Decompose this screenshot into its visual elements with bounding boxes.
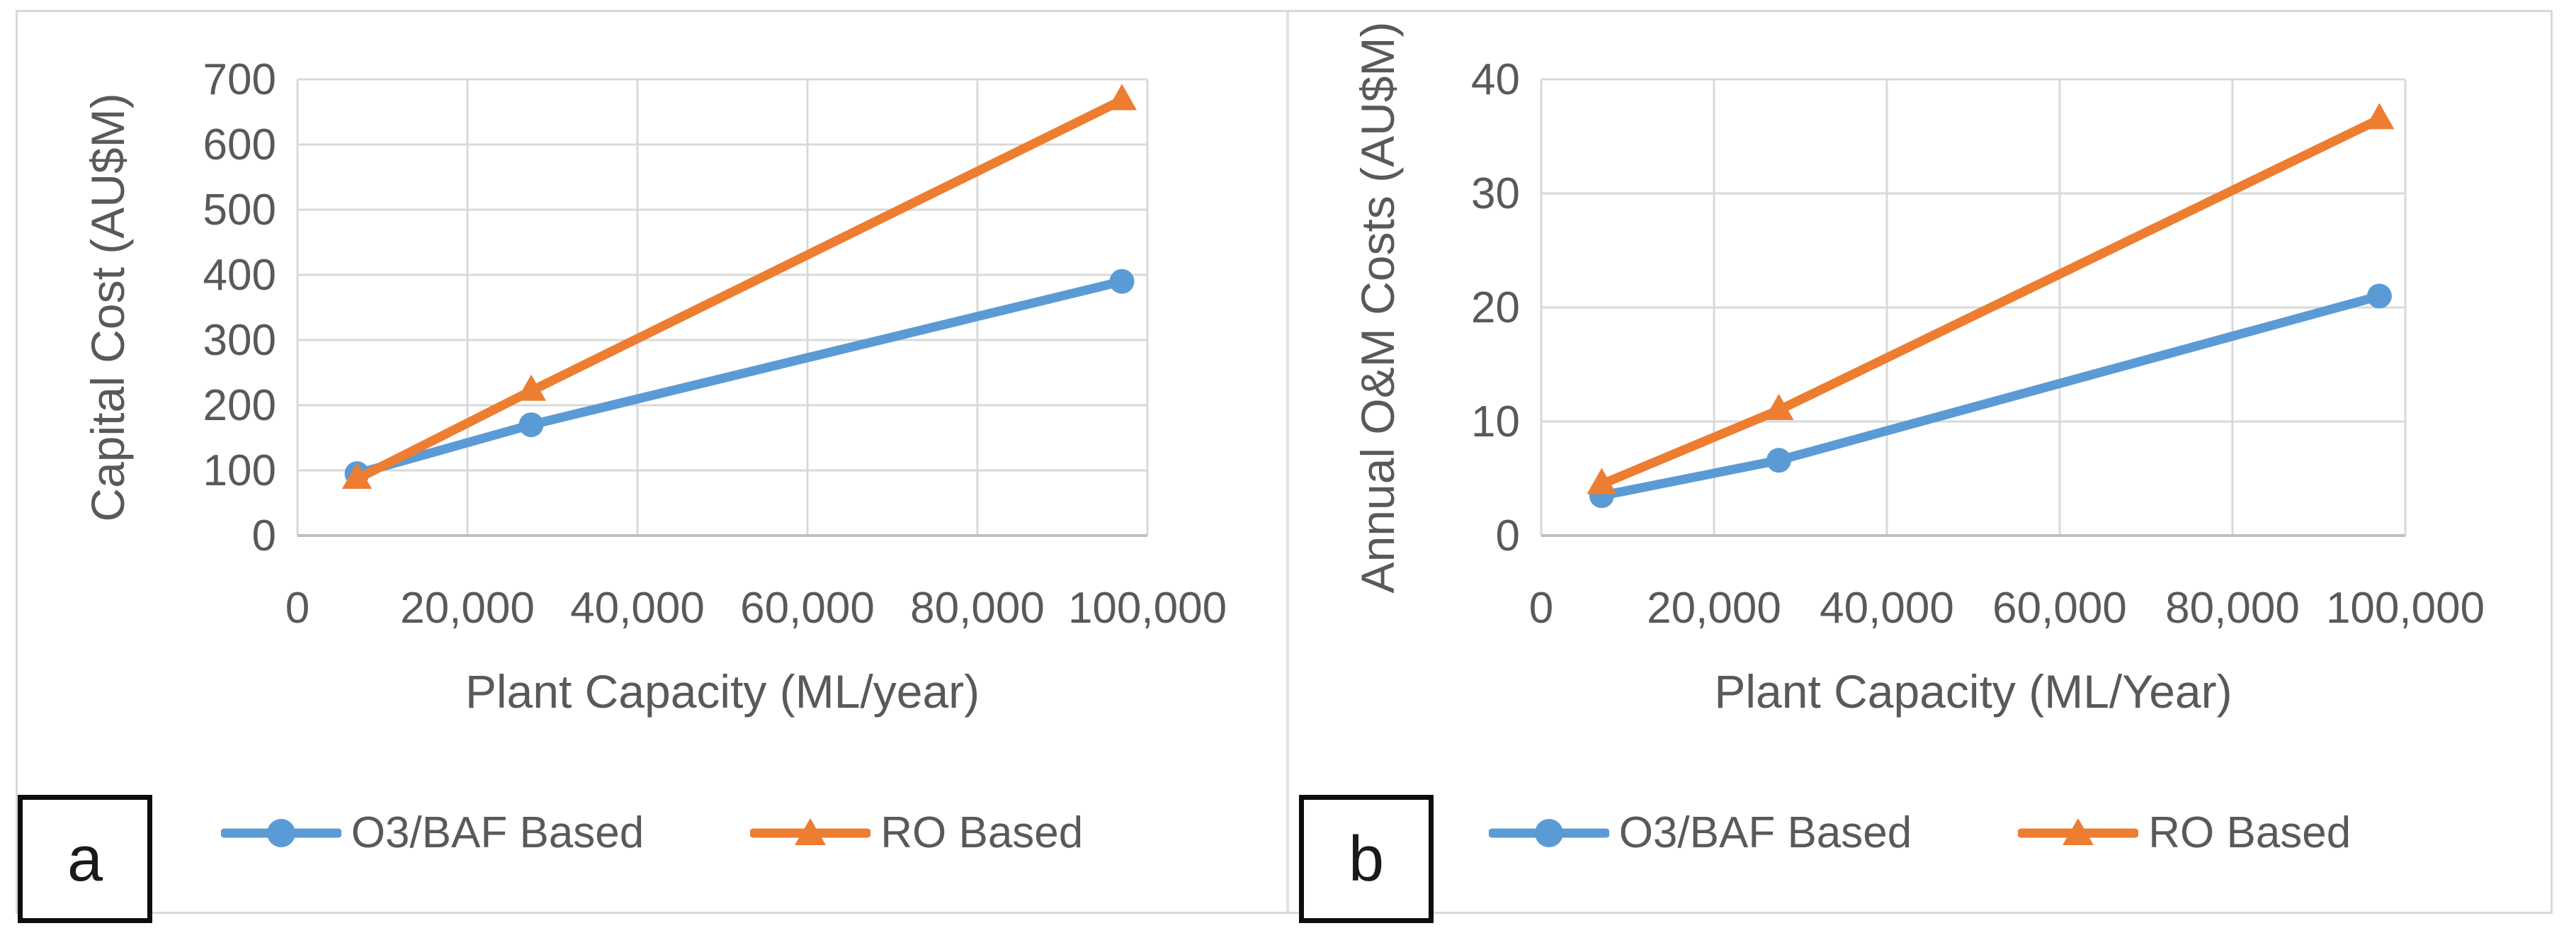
- data-point-triangle: [1764, 393, 1794, 420]
- x-tick-label: 40,000: [1820, 584, 1954, 633]
- om-cost-chart: 0 10 20 30 40 0 20,000 40,000 60,000 80,000 100,00…: [1351, 22, 2485, 718]
- triangle-series-marker-icon: [750, 818, 871, 845]
- panel-label-a: a: [18, 795, 152, 923]
- legend-b: O3/BAF Based RO Based: [1289, 808, 2551, 858]
- x-tick-label: 60,000: [740, 584, 875, 633]
- y-tick-label: 20: [1471, 283, 1520, 332]
- data-point-triangle: [1587, 468, 1617, 494]
- series-line-triangle: [352, 95, 1127, 484]
- chart-panel-b: 0 10 20 30 40 0 20,000 40,000 60,000 80,000 100,00…: [1289, 12, 2551, 923]
- series-line-triangle: [1596, 114, 2384, 490]
- y-tick-label: 200: [203, 381, 276, 430]
- x-tick-label: 100,000: [2326, 584, 2485, 633]
- data-point-circle: [518, 412, 544, 438]
- legend-label-ro: RO Based: [2148, 808, 2351, 857]
- panel-label-b: b: [1299, 795, 1434, 923]
- legend-label-o3baf: O3/BAF Based: [1618, 808, 1912, 857]
- x-axis-title: Plant Capacity (ML/year): [465, 665, 980, 718]
- y-tick-label: 40: [1471, 55, 1520, 104]
- y-axis-title: Annual O&M Costs (AU$M): [1351, 22, 1404, 594]
- series-line-circle: [1596, 291, 2384, 501]
- x-tick-label: 20,000: [1647, 584, 1781, 633]
- circle-series-marker-icon: [1488, 818, 1609, 847]
- series-line-circle: [352, 276, 1127, 479]
- capital-cost-chart: 0 100 200 300 400 500 600 700 0 20,000 40,000 60,00…: [81, 55, 1227, 718]
- data-point-circle: [2366, 283, 2392, 309]
- data-point-circle: [1109, 268, 1135, 294]
- x-tick-label: 100,000: [1068, 584, 1227, 633]
- legend-item-ro: RO Based: [2018, 808, 2351, 858]
- chart-panel-a: 0 100 200 300 400 500 600 700 0 20,000 40,000 60,00…: [18, 12, 1286, 923]
- y-tick-label: 100: [203, 446, 276, 495]
- legend-item-o3baf: O3/BAF Based: [1488, 808, 1912, 858]
- y-tick-label: 500: [203, 186, 276, 234]
- x-tick-label: 0: [285, 584, 310, 633]
- x-tick-label: 80,000: [910, 584, 1045, 633]
- y-tick-label: 0: [1496, 511, 1520, 560]
- panel-divider: [1286, 12, 1289, 912]
- data-point-circle: [1766, 448, 1791, 473]
- legend-item-ro: RO Based: [750, 808, 1083, 858]
- x-tick-label: 60,000: [1992, 584, 2127, 633]
- data-point-triangle: [342, 462, 372, 489]
- y-tick-label: 30: [1471, 169, 1520, 218]
- y-tick-label: 400: [203, 251, 276, 300]
- x-tick-label: 40,000: [570, 584, 705, 633]
- data-point-triangle: [2364, 103, 2395, 130]
- data-point-triangle: [516, 374, 546, 401]
- y-tick-label: 10: [1471, 397, 1520, 446]
- x-axis-title: Plant Capacity (ML/Year): [1714, 665, 2232, 718]
- y-tick-label: 600: [203, 120, 276, 169]
- legend-a: O3/BAF Based RO Based: [18, 808, 1286, 858]
- x-tick-label: 0: [1529, 584, 1553, 633]
- y-tick-label: 700: [203, 55, 276, 104]
- circle-series-marker-icon: [220, 818, 341, 847]
- legend-item-o3baf: O3/BAF Based: [220, 808, 645, 858]
- y-tick-label: 300: [203, 316, 276, 365]
- y-axis-title: Capital Cost (AU$M): [81, 93, 134, 521]
- x-tick-label: 20,000: [400, 584, 535, 633]
- data-point-triangle: [1107, 84, 1137, 111]
- legend-label-ro: RO Based: [880, 808, 1084, 857]
- x-tick-label: 80,000: [2165, 584, 2300, 633]
- y-tick-label: 0: [252, 511, 276, 560]
- triangle-series-marker-icon: [2018, 818, 2139, 845]
- legend-label-o3baf: O3/BAF Based: [351, 808, 645, 857]
- figure: 0 100 200 300 400 500 600 700 0 20,000 40,000 60,00…: [16, 10, 2553, 923]
